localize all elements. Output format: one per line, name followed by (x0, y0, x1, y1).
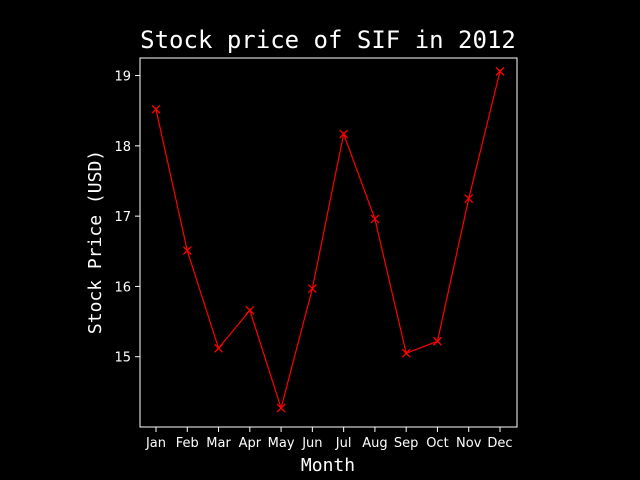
y-tick-label: 17 (114, 210, 131, 225)
data-point-marker (370, 214, 380, 224)
data-point-marker (214, 343, 224, 353)
x-tick-label: Mar (206, 436, 231, 451)
y-axis-ticks: 15 16 17 18 19 (114, 70, 140, 366)
x-axis-label: Month (301, 455, 355, 476)
x-tick-label: Aug (362, 436, 387, 451)
x-tick-label: Jul (335, 436, 352, 451)
data-point-marker (464, 194, 474, 204)
x-tick-label: Apr (239, 436, 262, 451)
data-point-marker (339, 129, 349, 139)
chart-title: Stock price of SIF in 2012 (140, 26, 516, 54)
x-tick-label: Nov (456, 436, 482, 451)
x-tick-label: Feb (176, 436, 199, 451)
y-tick-label: 19 (114, 70, 131, 85)
x-tick-label: Sep (394, 436, 419, 451)
x-tick-label: May (268, 436, 295, 451)
series-line (155, 71, 501, 411)
data-point-marker (432, 336, 442, 346)
x-tick-label: Jun (301, 436, 322, 451)
y-axis-label: Stock Price (USD) (85, 150, 106, 334)
y-tick-label: 18 (114, 140, 131, 155)
data-point-marker (182, 246, 192, 256)
data-point-marker (276, 403, 286, 413)
data-point-marker (245, 305, 255, 315)
data-point-marker (401, 348, 411, 358)
series-markers (151, 66, 505, 413)
data-point-marker (151, 104, 161, 114)
y-tick-label: 15 (114, 351, 131, 366)
data-point-marker (307, 284, 317, 293)
plot-area-frame (139, 57, 518, 428)
x-axis-ticks: Jan Feb Mar Apr May Jun Jul Aug Sep Oct Nov Dec (145, 427, 513, 451)
data-point-marker (495, 66, 505, 76)
x-tick-label: Oct (426, 436, 448, 451)
x-tick-label: Dec (487, 436, 512, 451)
y-tick-label: 16 (114, 280, 131, 295)
x-tick-label: Jan (145, 436, 166, 451)
